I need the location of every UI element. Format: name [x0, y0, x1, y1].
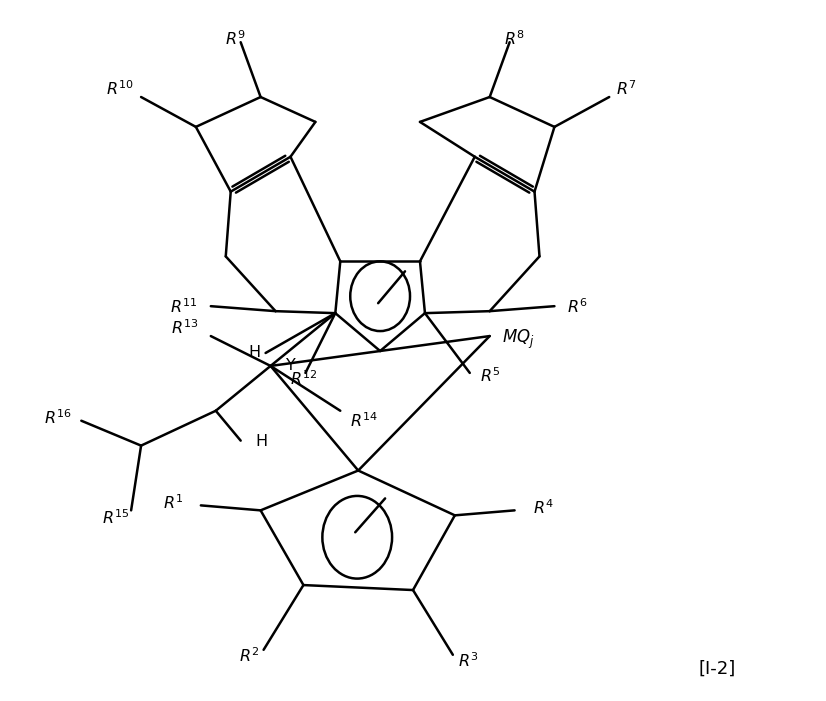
Text: $R^9$: $R^9$ — [225, 29, 246, 48]
Text: Y: Y — [286, 358, 295, 374]
Text: H: H — [255, 434, 268, 449]
Text: $R^4$: $R^4$ — [533, 498, 553, 517]
Text: H: H — [249, 346, 261, 360]
Text: [I-2]: [I-2] — [699, 660, 736, 678]
Text: $R^{12}$: $R^{12}$ — [290, 369, 317, 388]
Text: $R^{14}$: $R^{14}$ — [350, 411, 378, 430]
Text: $MQ_j$: $MQ_j$ — [501, 328, 534, 351]
Text: $R^{15}$: $R^{15}$ — [102, 509, 129, 527]
Text: $R^{10}$: $R^{10}$ — [107, 80, 134, 98]
Text: $R^2$: $R^2$ — [239, 646, 259, 665]
Text: $R^{11}$: $R^{11}$ — [170, 297, 198, 315]
Text: $R^{16}$: $R^{16}$ — [44, 409, 71, 427]
Text: $R^{13}$: $R^{13}$ — [171, 319, 199, 337]
Text: $R^5$: $R^5$ — [480, 366, 500, 385]
Text: $R^1$: $R^1$ — [163, 493, 183, 512]
Text: $R^8$: $R^8$ — [505, 29, 525, 48]
Text: $R^3$: $R^3$ — [458, 651, 478, 669]
Text: $R^7$: $R^7$ — [616, 80, 637, 98]
Text: $R^6$: $R^6$ — [567, 297, 588, 315]
